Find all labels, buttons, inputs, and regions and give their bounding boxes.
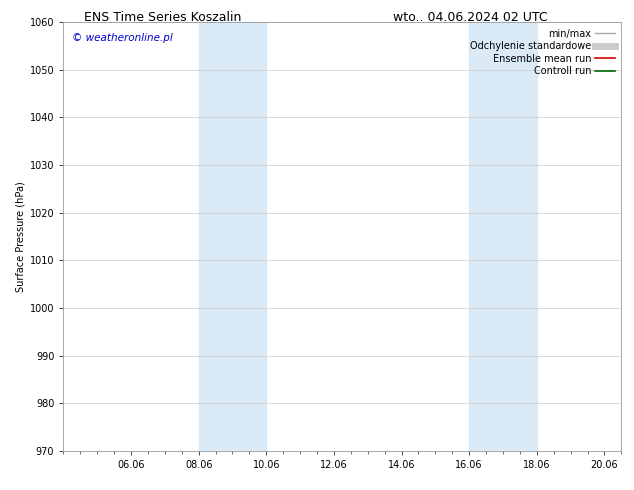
Bar	[469, 22, 537, 451]
Text: wto.. 04.06.2024 02 UTC: wto.. 04.06.2024 02 UTC	[393, 11, 548, 24]
Text: ENS Time Series Koszalin: ENS Time Series Koszalin	[84, 11, 241, 24]
Legend: min/max, Odchylenie standardowe, Ensemble mean run, Controll run: min/max, Odchylenie standardowe, Ensembl…	[468, 27, 616, 78]
Text: © weatheronline.pl: © weatheronline.pl	[72, 33, 172, 43]
Y-axis label: Surface Pressure (hPa): Surface Pressure (hPa)	[16, 181, 25, 292]
Bar	[198, 22, 266, 451]
